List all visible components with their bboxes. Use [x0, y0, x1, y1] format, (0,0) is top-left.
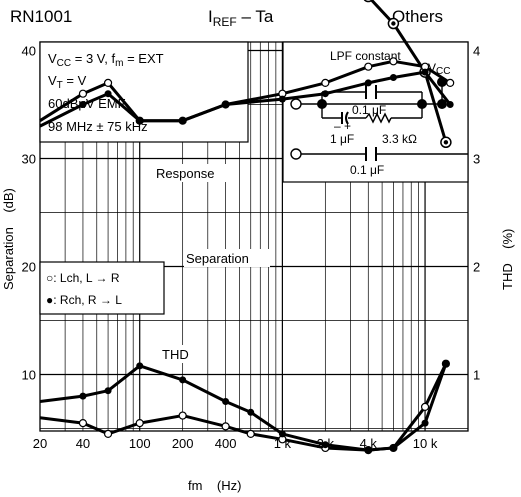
separation-lch-point	[446, 78, 455, 88]
y-tick-label-left: 40	[22, 44, 36, 59]
thd-lch-point	[78, 419, 88, 428]
thd-lch-point	[246, 429, 255, 438]
separation-rch-point	[79, 101, 87, 108]
separation-rch-point	[179, 117, 187, 125]
separation-rch-point	[278, 95, 286, 103]
thd-rch-point	[179, 376, 187, 384]
thd-rch-point	[247, 408, 255, 416]
lpf-vcc: VCC	[428, 61, 450, 77]
separation-rch-point	[364, 79, 372, 87]
lpf-polarity: – +	[334, 119, 351, 133]
thd-lch-point	[103, 429, 113, 438]
y-tick-label-left: 30	[22, 152, 36, 167]
response-point	[363, 0, 373, 3]
thd-rch-point	[389, 444, 397, 452]
curves	[39, 0, 455, 455]
x-tick-label: 10 k	[413, 436, 438, 451]
cond-line2: VT = V	[48, 73, 87, 91]
y-axis-title-left: Separation (dB)	[1, 188, 16, 290]
separation-lch-point	[78, 89, 88, 98]
separation-rch-point	[136, 117, 144, 125]
separation-lch-point	[321, 78, 330, 88]
thd-lch-line	[39, 363, 448, 452]
conditions-box: VCC = 3 V, fm = EXT VT = V 60dBμV EMF 98…	[39, 41, 249, 143]
y-tick-label-right: 1	[473, 368, 480, 383]
x-tick-label: 400	[215, 436, 237, 451]
response-point-dot	[443, 140, 449, 145]
plot-frame	[39, 41, 469, 432]
lpf-c1: 0.1 μF	[352, 103, 386, 117]
x-tick-label: 20	[33, 436, 47, 451]
y-tick-label-right: 3	[473, 152, 480, 167]
cond-line4: 98 MHz ± 75 kHz	[48, 119, 148, 134]
lpf-c2: 1 μF	[330, 132, 354, 146]
lpf-c3: 0.1 μF	[350, 163, 384, 177]
response-label: Response	[156, 166, 215, 181]
separation-label-group: Separation	[184, 249, 270, 267]
x-tick-label: 1 k	[274, 436, 292, 451]
thd-rch-point	[442, 360, 450, 368]
legend-lch: ○: Lch, L → R	[46, 271, 120, 285]
thd-rch-point	[278, 430, 286, 438]
thd-rch-point	[136, 362, 144, 370]
separation-rch-point	[389, 74, 397, 81]
thd-lch-point	[221, 422, 230, 431]
thd-label-group: THD	[158, 345, 200, 363]
lpf-title: LPF constant	[330, 49, 401, 63]
separation-lch-line	[39, 59, 451, 123]
x-axis-title: fm (Hz)	[188, 478, 241, 493]
thd-rch-point	[421, 419, 429, 427]
legend: ○: Lch, L → R ●: Rch, R → L	[39, 261, 165, 315]
separation-lch-point	[103, 78, 113, 88]
separation-label: Separation	[186, 251, 249, 266]
thd-lch-point	[178, 411, 187, 420]
separation-rch-point	[222, 101, 230, 108]
x-tick-label: 2 k	[317, 436, 335, 451]
cond-line1: VCC = 3 V, fm = EXT	[48, 51, 164, 69]
response-point-dot	[391, 21, 396, 26]
thd-rch-point	[104, 387, 112, 395]
separation-rch-point	[104, 90, 112, 98]
separation-rch-point	[446, 101, 454, 108]
response-label-group: Response	[152, 164, 234, 182]
y-tick-label-left: 20	[22, 260, 36, 275]
y-tick-label-right: 4	[473, 44, 480, 59]
y-tick-label-right: 2	[473, 260, 480, 275]
legend-rch: ●: Rch, R → L	[46, 293, 122, 307]
thd-rch-point	[364, 446, 372, 454]
thd-rch-point	[79, 392, 87, 400]
x-tick-label: 4 k	[360, 436, 378, 451]
x-tick-label: 40	[76, 436, 90, 451]
lpf-r: 3.3 kΩ	[382, 132, 417, 146]
separation-lch-point	[389, 57, 398, 66]
x-tick-label: 100	[129, 436, 151, 451]
thd-lch-point	[420, 402, 430, 411]
thd-lch-point	[135, 419, 144, 428]
separation-rch-point	[421, 68, 429, 76]
separation-rch-point	[321, 90, 329, 98]
y-axis-title-right: THD (%)	[500, 229, 515, 290]
lpf-box: LPF constant VCC	[282, 41, 469, 183]
thd-rch-line	[39, 363, 448, 452]
separation-lch-point	[364, 62, 373, 71]
thd-rch-point	[222, 398, 230, 405]
chart-title: IREF – Ta	[208, 7, 274, 29]
category-label: Others	[392, 7, 443, 26]
thd-rch-point	[321, 441, 329, 449]
thd-label: THD	[162, 347, 189, 362]
y-tick-label-left: 10	[22, 368, 36, 383]
part-number: RN1001	[10, 7, 72, 26]
x-tick-label: 200	[172, 436, 194, 451]
separation-rch-line	[39, 70, 452, 128]
